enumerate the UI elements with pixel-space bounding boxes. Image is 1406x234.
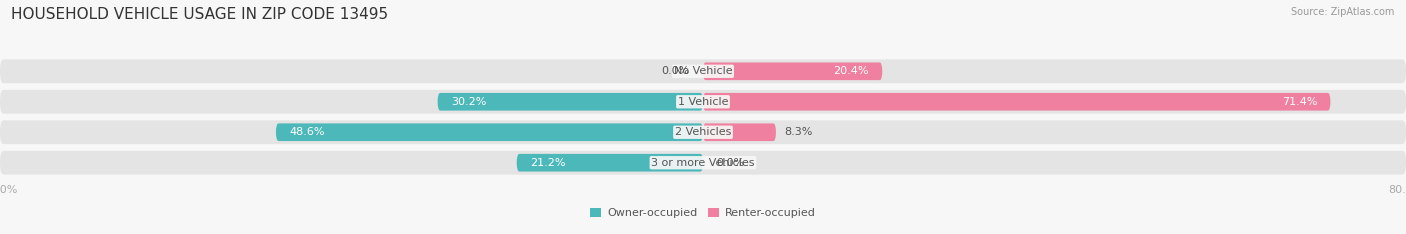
- FancyBboxPatch shape: [0, 120, 1406, 144]
- FancyBboxPatch shape: [0, 90, 1406, 114]
- Legend: Owner-occupied, Renter-occupied: Owner-occupied, Renter-occupied: [586, 204, 820, 223]
- FancyBboxPatch shape: [703, 123, 776, 141]
- FancyBboxPatch shape: [703, 62, 883, 80]
- Text: 1 Vehicle: 1 Vehicle: [678, 97, 728, 107]
- FancyBboxPatch shape: [517, 154, 703, 172]
- Text: 71.4%: 71.4%: [1282, 97, 1317, 107]
- Text: 30.2%: 30.2%: [451, 97, 486, 107]
- Text: 0.0%: 0.0%: [662, 66, 690, 76]
- Text: No Vehicle: No Vehicle: [673, 66, 733, 76]
- FancyBboxPatch shape: [276, 123, 703, 141]
- Text: 8.3%: 8.3%: [785, 127, 813, 137]
- Text: HOUSEHOLD VEHICLE USAGE IN ZIP CODE 13495: HOUSEHOLD VEHICLE USAGE IN ZIP CODE 1349…: [11, 7, 388, 22]
- FancyBboxPatch shape: [0, 59, 1406, 83]
- FancyBboxPatch shape: [0, 151, 1406, 175]
- Text: Source: ZipAtlas.com: Source: ZipAtlas.com: [1291, 7, 1395, 17]
- Text: 3 or more Vehicles: 3 or more Vehicles: [651, 158, 755, 168]
- Text: 20.4%: 20.4%: [834, 66, 869, 76]
- Text: 21.2%: 21.2%: [530, 158, 565, 168]
- FancyBboxPatch shape: [437, 93, 703, 111]
- Text: 0.0%: 0.0%: [716, 158, 744, 168]
- Text: 48.6%: 48.6%: [290, 127, 325, 137]
- Text: 2 Vehicles: 2 Vehicles: [675, 127, 731, 137]
- FancyBboxPatch shape: [703, 93, 1330, 111]
